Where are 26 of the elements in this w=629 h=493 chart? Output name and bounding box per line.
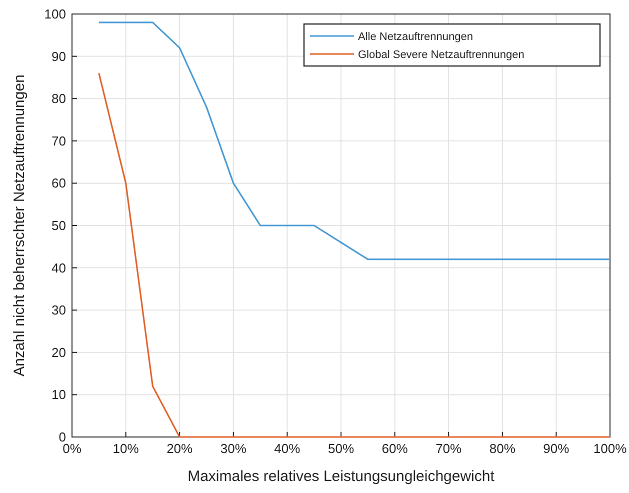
y-tick-label: 10 [52, 387, 66, 402]
x-tick-label: 90% [543, 441, 570, 456]
legend-label: Global Severe Netzauftrennungen [358, 49, 524, 61]
y-tick-label: 90 [52, 48, 66, 64]
y-tick-label: 40 [52, 260, 66, 276]
x-tick-label: 80% [489, 441, 516, 456]
x-axis-title: Maximales relatives Leistungsungleichgewicht [188, 468, 496, 485]
y-tick-label: 80 [52, 91, 66, 106]
x-tick-label: 20% [166, 441, 194, 456]
x-tick-label: 30% [220, 441, 247, 456]
x-tick-label: 60% [382, 441, 408, 456]
x-tick-label: 50% [328, 441, 354, 456]
line-series [98, 22, 611, 260]
x-tick-label: 70% [436, 441, 462, 456]
legend-label: Alle Netzauftrennungen [358, 31, 473, 43]
y-tick-label: 30 [52, 302, 66, 318]
y-tick-label: 50 [52, 218, 66, 233]
line-series [98, 72, 611, 438]
y-tick-label: 60 [52, 176, 66, 191]
x-tick-label: 10% [112, 441, 140, 456]
y-tick-label: 70 [52, 133, 66, 148]
y-tick-label: 20 [52, 344, 66, 360]
x-tick-label: 100% [593, 441, 628, 456]
x-tick-label: 40% [274, 441, 301, 456]
y-tick-label: 100 [44, 6, 66, 22]
y-axis-title: Anzahl nicht beherrschter Netzauftrennungen [11, 74, 28, 376]
